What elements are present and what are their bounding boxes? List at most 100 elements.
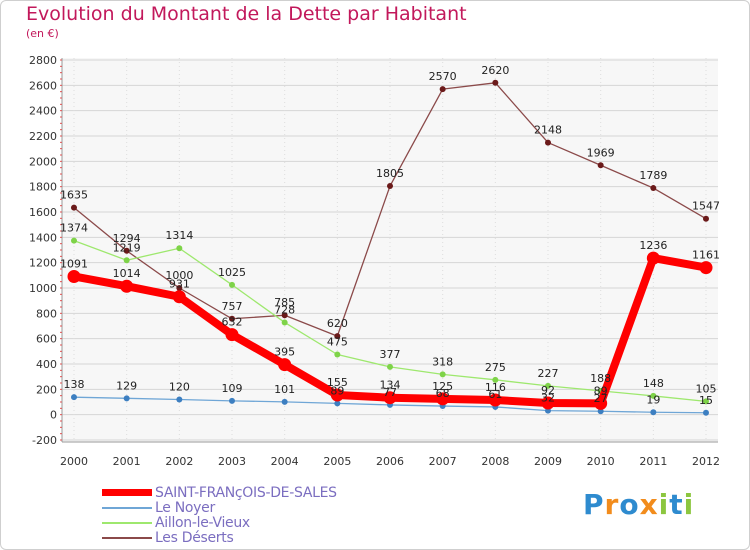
data-point (123, 247, 130, 254)
logo-letter: x (639, 488, 659, 521)
data-label: 155 (327, 376, 348, 389)
legend-label: Les Déserts (155, 529, 234, 546)
y-tick-label: 600 (36, 333, 57, 346)
legend-item: SAINT-FRANçOIS-DE-SALES (102, 485, 337, 501)
data-point (650, 392, 657, 399)
data-label: 125 (432, 380, 453, 393)
y-tick-label: 1200 (29, 257, 57, 270)
data-point (120, 279, 134, 293)
data-point (225, 328, 239, 342)
data-label: 2148 (534, 124, 562, 137)
y-tick-label: 1000 (29, 282, 57, 295)
data-point (278, 358, 292, 372)
data-label: 116 (485, 381, 506, 394)
data-label: 1969 (587, 146, 615, 159)
data-point (650, 185, 657, 192)
data-point (123, 257, 130, 264)
x-tick-label: 2012 (692, 455, 720, 468)
data-point (439, 86, 446, 93)
logo-letter: P (583, 488, 605, 521)
data-point (176, 285, 183, 291)
data-label: 89 (594, 384, 608, 397)
data-label: 188 (590, 372, 611, 385)
y-tick-label: -200 (32, 434, 57, 447)
data-label: 15 (699, 394, 713, 407)
data-label: 129 (116, 379, 137, 392)
data-point (176, 245, 183, 252)
data-point (545, 382, 551, 389)
legend-item: Aillon-le-Vieux (102, 514, 250, 531)
data-label: 138 (64, 378, 85, 391)
x-tick-label: 2007 (429, 455, 457, 468)
data-label: 1236 (639, 239, 667, 252)
logo-letter: r (604, 488, 620, 521)
logo-letter: i (683, 488, 695, 521)
chart-title: Evolution du Montant de la Dette par Hab… (26, 3, 467, 25)
data-label: 77 (383, 386, 397, 399)
y-tick-label: 2000 (29, 155, 57, 168)
data-label: 32 (541, 392, 555, 405)
data-point (387, 183, 393, 190)
x-tick-label: 2003 (218, 455, 246, 468)
data-label: 101 (274, 383, 295, 396)
y-tick-label: 1800 (29, 181, 57, 194)
y-tick-label: 2800 (29, 54, 57, 67)
chart-subtitle: (en €) (26, 27, 59, 40)
data-label: 1000 (165, 269, 193, 282)
data-label: 120 (169, 380, 190, 393)
legend-swatch (102, 506, 152, 509)
data-label: 1314 (165, 229, 193, 242)
data-point (330, 388, 344, 402)
y-tick-label: 1400 (29, 231, 57, 244)
data-label: 318 (432, 355, 453, 368)
x-tick-label: 2004 (271, 455, 299, 468)
data-point (334, 333, 341, 340)
data-label: 1547 (692, 200, 720, 213)
y-tick-label: 2200 (29, 130, 57, 143)
data-label: 1219 (113, 241, 141, 254)
data-point (703, 398, 709, 405)
data-point (229, 281, 235, 288)
data-label: 134 (380, 379, 401, 392)
data-label: 785 (274, 296, 295, 309)
x-tick-label: 2006 (376, 455, 404, 468)
y-tick-label: 2600 (29, 79, 57, 92)
data-label: 68 (436, 387, 450, 400)
data-point (597, 408, 604, 415)
data-label: 2620 (481, 64, 509, 77)
data-point (650, 409, 657, 416)
legend-label: Aillon-le-Vieux (155, 514, 250, 531)
data-label: 148 (643, 377, 664, 390)
data-label: 109 (222, 382, 243, 395)
data-point (281, 312, 288, 319)
legend-label: Le Noyer (155, 499, 215, 516)
data-point (541, 396, 555, 410)
data-label: 89 (330, 384, 344, 397)
y-tick-label: 800 (36, 307, 57, 320)
data-label: 1805 (376, 167, 404, 180)
data-point (492, 79, 499, 86)
data-point (67, 269, 81, 283)
data-label: 757 (222, 300, 243, 313)
logo-letter: i (658, 488, 670, 521)
data-point (71, 237, 77, 244)
data-point (699, 261, 713, 275)
data-point (123, 395, 130, 402)
data-point (281, 319, 288, 326)
data-point (334, 400, 341, 407)
data-point (488, 393, 502, 407)
x-tick-label: 2011 (639, 455, 667, 468)
y-tick-label: 1600 (29, 206, 57, 219)
legend-item: Les Déserts (102, 529, 234, 546)
legend-swatch (102, 521, 152, 524)
data-point (387, 363, 393, 370)
data-point (436, 392, 450, 406)
logo-letter: o (619, 488, 640, 521)
data-label: 620 (327, 317, 348, 330)
data-label: 475 (327, 336, 348, 349)
data-point (71, 394, 77, 401)
data-label: 1091 (60, 257, 88, 270)
data-label: 27 (594, 392, 608, 405)
data-point (703, 409, 709, 416)
